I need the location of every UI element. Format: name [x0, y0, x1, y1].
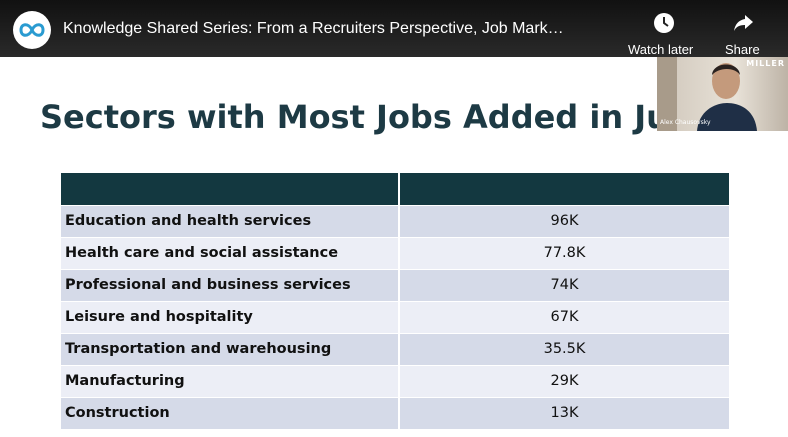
table-row: Health care and social assistance 77.8K	[61, 238, 729, 270]
table-row: Construction 13K	[61, 398, 729, 430]
sector-cell: Manufacturing	[61, 366, 400, 397]
jobs-cell: 67K	[550, 309, 579, 325]
table-row: Manufacturing 29K	[61, 366, 729, 398]
jobs-cell: 77.8K	[543, 245, 586, 261]
share-icon[interactable]	[731, 11, 755, 35]
table: Education and health services 96K Health c…	[61, 173, 729, 430]
table-row: Professional and business services 74K	[61, 270, 729, 302]
sector-cell: Professional and business services	[61, 270, 400, 301]
jobs-cell: 13K	[550, 405, 579, 421]
sector-cell: Construction	[61, 398, 400, 429]
table-row: Leisure and hospitality 67K	[61, 302, 729, 334]
sector-cell: Health care and social assistance	[61, 238, 400, 269]
header-row	[61, 173, 729, 206]
webcam-name: Alex Chausovsky	[660, 119, 711, 126]
webcam-person	[657, 57, 757, 131]
sector-cell: Leisure and hospitality	[61, 302, 400, 333]
table-row: Education and health services 96K	[61, 206, 729, 238]
jobs-cell: 96K	[550, 213, 579, 229]
share[interactable]: Share	[725, 42, 760, 57]
clock-icon[interactable]	[652, 11, 676, 35]
table-row: Transportation and warehousing 35.5K	[61, 334, 729, 366]
channel-logo[interactable]	[12, 10, 52, 50]
sector-cell: Transportation and warehousing	[61, 334, 400, 365]
watch-later[interactable]: Watch later	[628, 42, 694, 57]
slide-title: Sectors with Most Jobs Added in June 2	[40, 98, 747, 136]
jobs-cell: 74K	[550, 277, 579, 293]
jobs-cell: 35.5K	[543, 341, 586, 357]
video-bar: Knowledge Shared Series: From a Recruite…	[0, 0, 788, 57]
jobs-cell: 29K	[550, 373, 579, 389]
webcam-logo: MILLER	[746, 59, 785, 68]
video-title[interactable]: Knowledge Shared Series: From a Recruite…	[63, 20, 564, 37]
webcam: MILLER Alex Chausovsky	[657, 57, 788, 131]
sector-cell: Education and health services	[61, 206, 400, 237]
